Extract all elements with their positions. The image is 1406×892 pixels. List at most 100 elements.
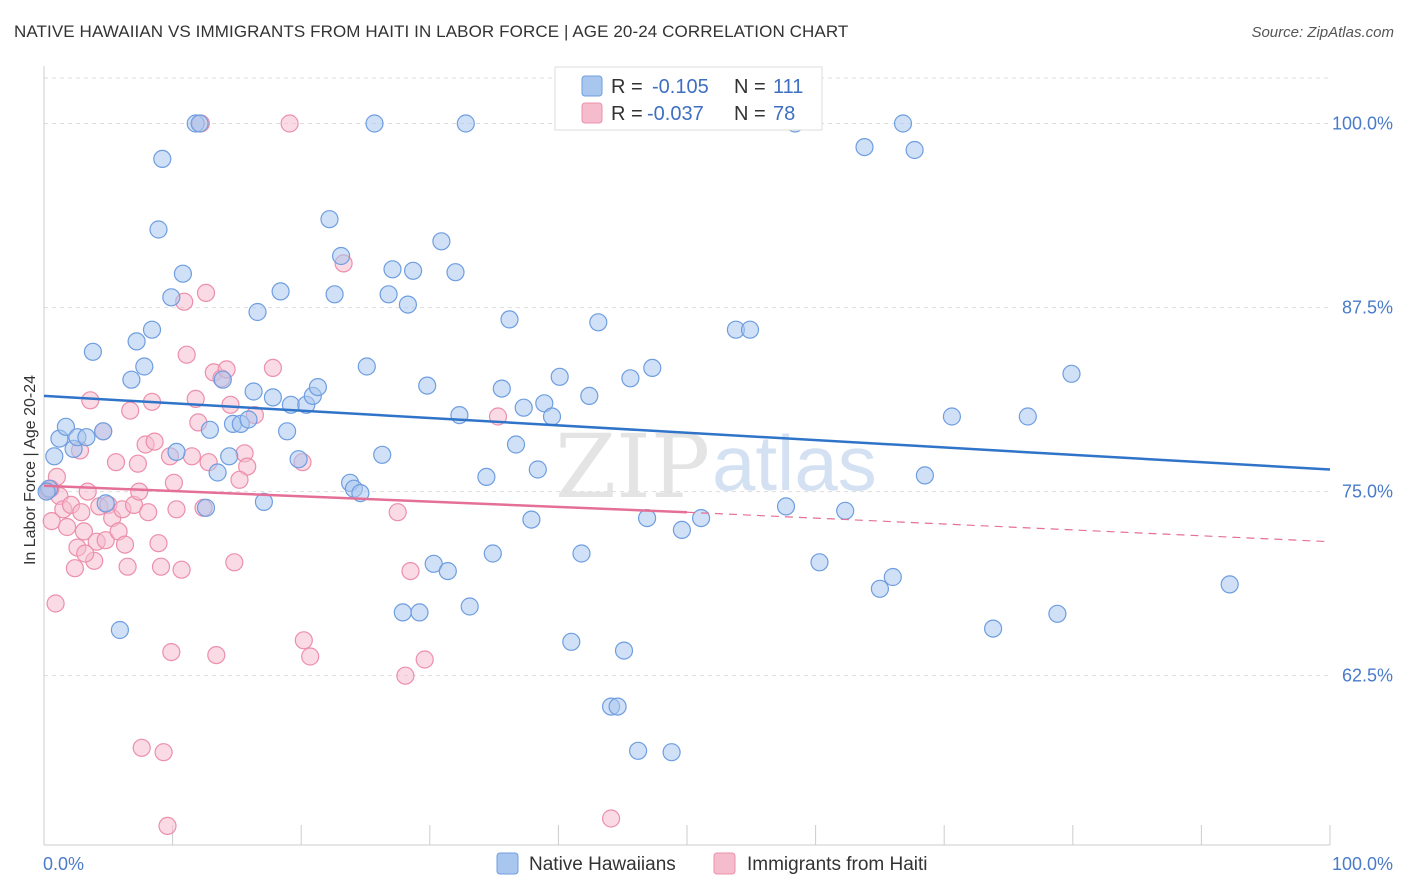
watermark-atlas: atlas <box>712 419 877 507</box>
point-native-hawaiians-102 <box>983 619 1003 638</box>
point-immigrants-from-haiti-61 <box>301 647 320 666</box>
point-immigrants-from-haiti-35 <box>158 816 177 836</box>
correlation-legend: R = -0.105 N = 111 R = -0.037 N = 78 <box>554 66 823 131</box>
point-native-hawaiians-9 <box>96 494 115 513</box>
point-immigrants-from-haiti-65 <box>401 561 420 581</box>
point-native-hawaiians-78 <box>589 313 608 332</box>
point-native-hawaiians-1 <box>45 447 64 466</box>
point-immigrants-from-haiti-20 <box>106 453 126 472</box>
point-native-hawaiians-26 <box>220 447 239 466</box>
point-immigrants-from-haiti-24 <box>121 401 140 420</box>
point-native-hawaiians-107 <box>37 482 56 501</box>
y-tick-labels: 100.0% 87.5% 75.0% 62.5% <box>1332 114 1393 686</box>
point-immigrants-from-haiti-39 <box>172 560 191 579</box>
x-tick-label-left: 0.0% <box>43 854 84 874</box>
point-native-hawaiians-62 <box>456 114 475 133</box>
legend-n-label-2: N = <box>734 103 766 125</box>
point-native-hawaiians-12 <box>127 332 146 351</box>
point-immigrants-from-haiti-73 <box>130 482 149 501</box>
point-native-hawaiians-82 <box>621 369 640 388</box>
point-native-hawaiians-69 <box>514 398 533 417</box>
point-immigrants-from-haiti-2 <box>46 594 65 613</box>
point-native-hawaiians-31 <box>248 302 267 322</box>
point-native-hawaiians-105 <box>1062 364 1081 383</box>
legend-n-label-1: N = <box>734 76 766 98</box>
legend-r-value-2: -0.037 <box>647 103 704 125</box>
point-native-hawaiians-56 <box>418 376 437 395</box>
point-native-hawaiians-98 <box>893 114 913 133</box>
point-native-hawaiians-40 <box>308 378 327 397</box>
point-native-hawaiians-22 <box>196 498 216 517</box>
point-native-hawaiians-99 <box>905 140 924 160</box>
chart-title: NATIVE HAWAIIAN VS IMMIGRANTS FROM HAITI… <box>14 22 849 41</box>
point-immigrants-from-haiti-64 <box>396 666 415 685</box>
point-immigrants-from-haiti-31 <box>145 432 164 451</box>
point-immigrants-from-haiti-17 <box>96 531 115 550</box>
point-native-hawaiians-8 <box>94 422 113 441</box>
point-immigrants-from-haiti-71 <box>76 544 95 563</box>
point-native-hawaiians-53 <box>398 295 417 314</box>
point-native-hawaiians-24 <box>208 463 227 482</box>
point-immigrants-from-haiti-67 <box>601 809 621 828</box>
point-native-hawaiians-83 <box>628 741 648 760</box>
point-native-hawaiians-18 <box>167 442 186 461</box>
point-native-hawaiians-52 <box>393 603 412 622</box>
point-native-hawaiians-73 <box>542 407 562 426</box>
point-immigrants-from-haiti-26 <box>128 454 147 473</box>
point-immigrants-from-haiti-42 <box>182 447 201 466</box>
point-native-hawaiians-66 <box>492 379 511 398</box>
point-immigrants-from-haiti-37 <box>164 473 183 492</box>
point-immigrants-from-haiti-36 <box>162 642 181 662</box>
point-immigrants-from-haiti-63 <box>388 503 407 522</box>
point-native-hawaiians-21 <box>190 114 209 133</box>
bottom-legend-label-1[interactable]: Native Hawaiians <box>529 854 676 875</box>
legend-r-label-1: R = <box>611 76 643 98</box>
point-native-hawaiians-100 <box>915 466 935 485</box>
point-immigrants-from-haiti-58 <box>280 114 299 133</box>
point-native-hawaiians-64 <box>477 467 496 486</box>
point-native-hawaiians-85 <box>643 358 662 377</box>
point-native-hawaiians-47 <box>357 357 376 376</box>
y-axis-label: In Labor Force | Age 20-24 <box>22 375 39 565</box>
point-native-hawaiians-50 <box>379 285 398 304</box>
point-native-hawaiians-71 <box>528 460 547 479</box>
legend-n-value-2: 78 <box>773 103 795 125</box>
point-native-hawaiians-29 <box>239 410 258 429</box>
point-immigrants-from-haiti-11 <box>78 482 97 501</box>
point-native-hawaiians-13 <box>135 357 154 376</box>
point-immigrants-from-haiti-32 <box>149 534 168 553</box>
trend-line-native-hawaiians <box>43 394 1331 471</box>
point-native-hawaiians-88 <box>691 508 711 528</box>
point-native-hawaiians-23 <box>200 420 219 439</box>
point-native-hawaiians-70 <box>522 510 541 529</box>
point-immigrants-from-haiti-46 <box>196 283 216 302</box>
axes <box>43 66 1331 846</box>
point-native-hawaiians-101 <box>942 407 962 426</box>
point-native-hawaiians-37 <box>289 450 308 469</box>
trend-line-immigrants-from-haiti-extension <box>686 511 1331 543</box>
point-native-hawaiians-33 <box>263 388 282 407</box>
point-native-hawaiians-10 <box>110 620 130 640</box>
point-immigrants-from-haiti-69 <box>230 470 249 489</box>
point-immigrants-from-haiti-41 <box>177 345 196 364</box>
point-native-hawaiians-16 <box>153 149 172 168</box>
point-native-hawaiians-94 <box>836 501 855 520</box>
point-immigrants-from-haiti-7 <box>65 559 85 578</box>
point-immigrants-from-haiti-9 <box>72 503 91 522</box>
point-native-hawaiians-6 <box>77 428 96 447</box>
legend-swatch-pink <box>581 102 603 124</box>
point-native-hawaiians-76 <box>572 544 591 563</box>
point-native-hawaiians-60 <box>446 263 465 282</box>
point-native-hawaiians-87 <box>672 520 692 540</box>
point-immigrants-from-haiti-38 <box>167 500 186 519</box>
point-native-hawaiians-35 <box>278 422 297 441</box>
point-native-hawaiians-84 <box>637 508 657 528</box>
point-native-hawaiians-74 <box>550 367 569 386</box>
bottom-legend-swatch-pink <box>713 852 736 875</box>
bottom-legend-label-2[interactable]: Immigrants from Haiti <box>747 854 928 875</box>
point-native-hawaiians-91 <box>776 497 796 516</box>
legend-r-label-2: R = <box>611 103 643 125</box>
trend-line-immigrants-from-haiti <box>43 484 688 514</box>
point-native-hawaiians-11 <box>122 370 141 389</box>
